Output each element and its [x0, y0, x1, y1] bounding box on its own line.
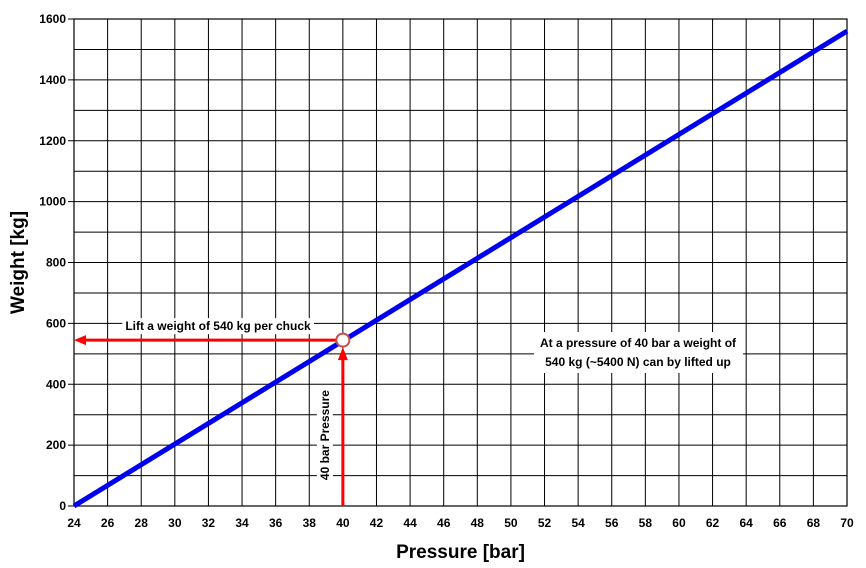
left-arrow-label: Lift a weight of 540 kg per chuck [125, 319, 311, 333]
annotations [74, 318, 744, 506]
y-tick-label: 400 [46, 377, 66, 391]
x-tick-label: 36 [269, 516, 283, 530]
x-tick-label: 32 [202, 516, 216, 530]
x-tick-label: 66 [773, 516, 787, 530]
series-line [72, 29, 849, 509]
x-tick-label: 48 [471, 516, 485, 530]
x-tick-label: 44 [403, 516, 417, 530]
y-tick-label: 1200 [39, 134, 66, 148]
vertical-arrow-label-background [316, 387, 333, 483]
x-tick-label: 62 [706, 516, 720, 530]
x-tick-label: 56 [605, 516, 619, 530]
y-tick-label: 1400 [39, 73, 66, 87]
vertical-arrowhead [337, 347, 348, 361]
y-tick-label: 600 [46, 316, 66, 330]
x-tick-label: 42 [370, 516, 384, 530]
left-arrow-label-background [122, 318, 315, 335]
note-background [533, 332, 744, 373]
grid [68, 18, 848, 507]
x-tick-label: 70 [840, 516, 854, 530]
x-tick-label: 68 [807, 516, 821, 530]
y-tick-label: 0 [59, 499, 66, 513]
x-tick-label: 58 [639, 516, 653, 530]
x-tick-label: 24 [67, 516, 81, 530]
marker-point [335, 332, 351, 348]
series [72, 29, 849, 509]
y-tick-label: 1600 [39, 12, 66, 26]
x-tick-label: 38 [303, 516, 317, 530]
y-axis-title: Weight [kg] [8, 211, 29, 314]
x-tick-label: 60 [672, 516, 686, 530]
plot-frame [73, 18, 848, 507]
x-tick-label: 34 [235, 516, 249, 530]
x-tick-label: 46 [437, 516, 451, 530]
y-tick-label: 1000 [39, 195, 66, 209]
x-tick-label: 26 [101, 516, 115, 530]
y-tick-label: 800 [46, 256, 66, 270]
x-tick-label: 30 [168, 516, 182, 530]
horizontal-arrowhead [74, 335, 86, 346]
x-tick-label: 54 [571, 516, 585, 530]
x-axis-title: Pressure [bar] [396, 542, 525, 563]
x-tick-label: 28 [135, 516, 149, 530]
axis-ticks: 24 26 28 30 32 34 36 38 40 42 44 46 48 50 52 54 56 58 60 62… [39, 12, 854, 530]
x-tick-label: 52 [538, 516, 552, 530]
x-tick-label: 64 [739, 516, 753, 530]
note-line-1: At a pressure of 40 bar a weight of [540, 336, 737, 350]
x-tick-label: 50 [504, 516, 518, 530]
note-line-2: 540 kg (~5400 N) can by lifted up [545, 355, 731, 369]
x-tick-label: 40 [336, 516, 350, 530]
vertical-arrow-label: 40 bar Pressure [318, 390, 332, 480]
y-tick-label: 200 [46, 438, 66, 452]
